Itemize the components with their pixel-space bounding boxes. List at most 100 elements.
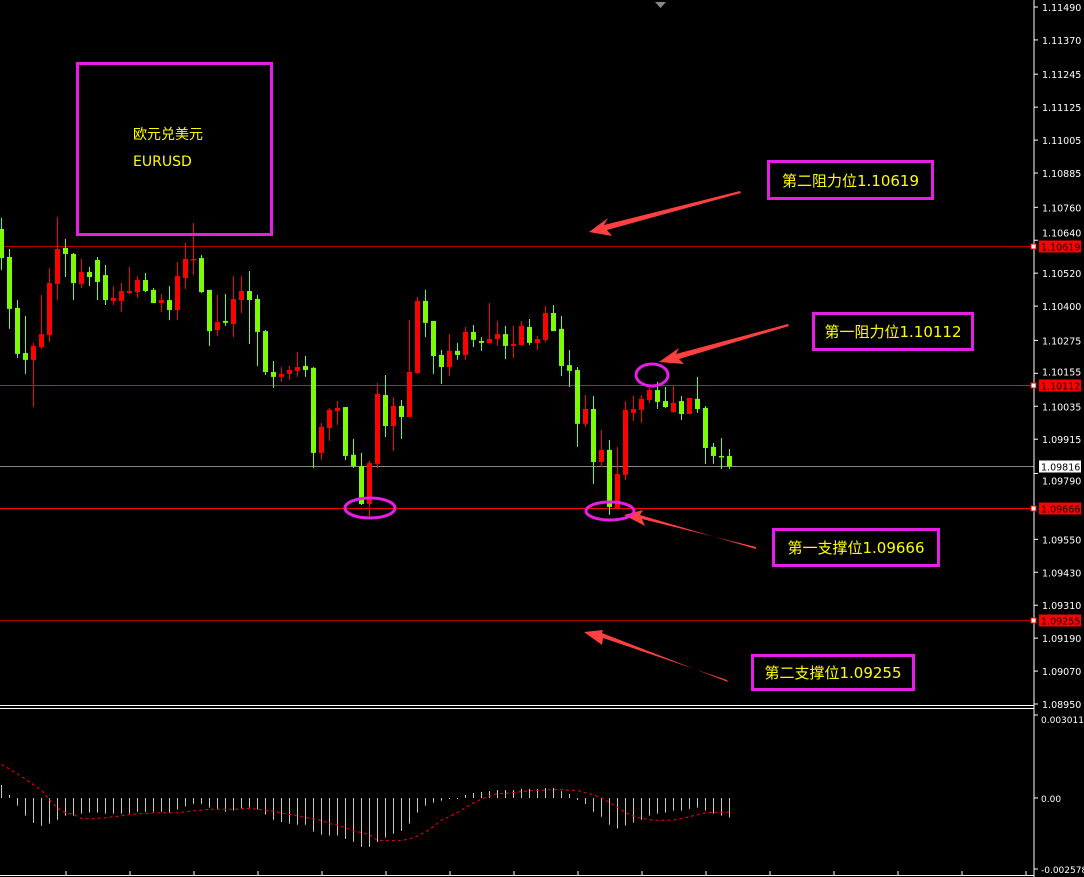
candle-body	[0, 228, 4, 259]
bull-candle	[495, 320, 500, 346]
bear-candle	[399, 399, 404, 439]
bull-candle	[519, 320, 524, 346]
bear-candle	[503, 325, 508, 360]
price-tick-label: 1.09190	[1042, 634, 1081, 645]
candle-body	[479, 340, 484, 343]
support-touch-circle-2	[584, 500, 636, 522]
bull-candle	[287, 365, 292, 380]
candle-body	[295, 367, 300, 371]
bull-candle	[279, 367, 284, 382]
price-tick-label: 1.11125	[1042, 103, 1081, 114]
candle-body	[303, 365, 308, 371]
macd-panel	[1, 764, 730, 847]
symbol-code: EURUSD	[133, 154, 192, 170]
candle-body	[567, 365, 572, 371]
bull-candle	[599, 429, 604, 467]
bear-candle	[591, 395, 596, 484]
candle-body	[87, 272, 92, 278]
candles	[0, 216, 732, 518]
candle-body	[367, 463, 372, 504]
macd-tick-label: 0.003011	[1041, 716, 1084, 726]
bear-candle	[7, 249, 12, 329]
candle-body	[55, 249, 60, 284]
bear-candle	[479, 337, 484, 351]
bear-candle	[567, 350, 572, 388]
price-tick-label: 1.09430	[1042, 568, 1081, 579]
candle-body	[711, 446, 716, 456]
bull-candle	[119, 283, 124, 312]
bull-candle	[583, 395, 588, 427]
price-tick-label: 1.10520	[1042, 269, 1081, 280]
level-handle	[1030, 382, 1037, 389]
price-tick-label: 1.11370	[1042, 36, 1081, 47]
resistance-touch-circle	[634, 362, 670, 388]
candle-body	[679, 401, 684, 414]
bull-candle	[391, 396, 396, 451]
candle-body	[191, 258, 196, 261]
candle-body	[439, 354, 444, 368]
bull-candle	[687, 398, 692, 414]
bear-candle	[151, 287, 156, 304]
highlight-circles	[343, 362, 670, 522]
arrow-to-resistance-1	[659, 324, 789, 364]
arrow-to-resistance-2	[589, 191, 741, 236]
candle-body	[375, 393, 380, 464]
bear-candle	[63, 238, 68, 278]
candle-body	[15, 308, 20, 354]
bear-candle	[95, 256, 100, 301]
candle-body	[79, 272, 84, 284]
candle-body	[207, 289, 212, 332]
macd-signal-line	[1, 764, 730, 841]
candle-body	[415, 300, 420, 374]
candle-body	[231, 298, 236, 324]
price-tick-label: 1.10275	[1042, 336, 1081, 347]
price-tick-label: 1.11490	[1042, 3, 1081, 14]
candle-body	[47, 283, 52, 335]
symbol-name-cn: 欧元兑美元	[133, 127, 203, 143]
bull-candle	[111, 286, 116, 306]
candle-body	[583, 409, 588, 424]
bear-candle	[431, 320, 436, 374]
bull-candle	[231, 275, 236, 338]
scroll-marker-icon[interactable]	[655, 2, 666, 8]
candle-body	[615, 474, 620, 509]
bear-candle	[143, 272, 148, 293]
candle-body	[183, 258, 188, 279]
candle-body	[71, 253, 76, 284]
bull-candle	[55, 216, 60, 301]
candle-body	[423, 300, 428, 323]
candle-body	[247, 291, 252, 301]
bull-candle	[535, 336, 540, 351]
candle-body	[463, 331, 468, 355]
candle-body	[591, 409, 596, 462]
price-tick-label: 1.10760	[1042, 203, 1081, 214]
resistance-1-label: 第一阻力位1.10112	[812, 312, 974, 351]
resistance-2-label: 第二阻力位1.10619	[767, 160, 934, 200]
arrow-to-support-2	[584, 630, 728, 682]
bull-candle	[367, 460, 372, 518]
bear-candle	[383, 374, 388, 437]
candle-body	[599, 449, 604, 462]
arrow-to-support-1	[624, 510, 756, 549]
annotation-arrows	[584, 191, 789, 682]
resistance-1-text: 第一阻力位1.10112	[824, 323, 962, 341]
support-1-text: 第一支撑位1.09666	[787, 539, 925, 557]
candle-body	[319, 426, 324, 453]
support-2-text: 第二支撑位1.09255	[764, 664, 902, 682]
bear-candle	[207, 289, 212, 346]
level-handle	[1030, 243, 1037, 250]
candle-body	[359, 466, 364, 504]
bull-candle	[647, 387, 652, 403]
bear-candle	[23, 315, 28, 374]
bull-candle	[407, 320, 412, 417]
candle-body	[175, 275, 180, 310]
bear-candle	[15, 300, 20, 358]
symbol-title-box: 欧元兑美元 EURUSD	[76, 62, 273, 236]
bear-candle	[423, 289, 428, 338]
candle-body	[39, 334, 44, 347]
bull-candle	[415, 297, 420, 374]
candle-body	[575, 370, 580, 424]
